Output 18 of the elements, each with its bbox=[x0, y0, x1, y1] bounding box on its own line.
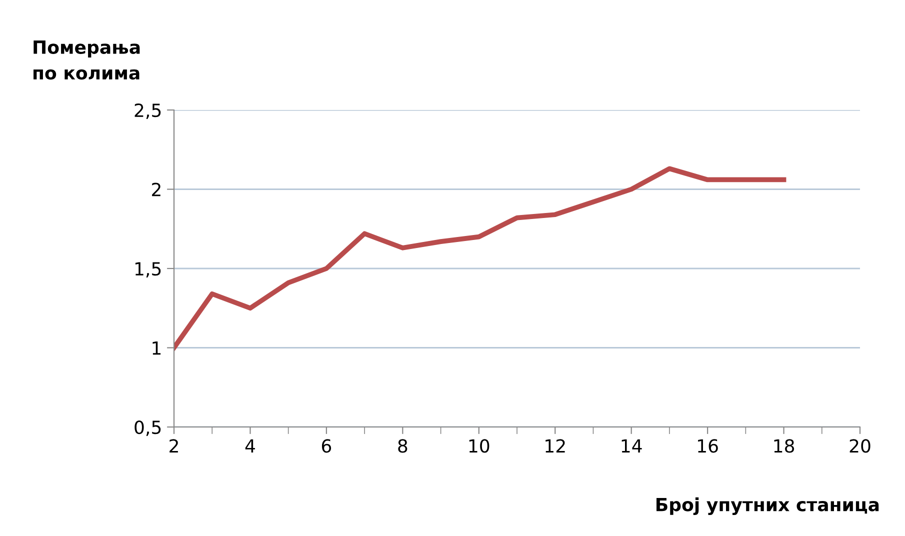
x-tick-label: 10 bbox=[469, 439, 490, 453]
x-tick-label: 4 bbox=[245, 439, 255, 453]
x-tick-label: 16 bbox=[698, 439, 718, 453]
x-tick-label: 20 bbox=[850, 439, 870, 453]
y-tick-label: 1 bbox=[152, 341, 161, 355]
y-tick-label: 2,5 bbox=[134, 103, 161, 119]
x-tick-label: 2 bbox=[170, 439, 178, 453]
y-axis-title: Померања по колима bbox=[34, 40, 140, 80]
x-tick-label: 6 bbox=[322, 439, 332, 453]
x-tick-label: 18 bbox=[774, 439, 794, 453]
x-tick-label: 8 bbox=[398, 439, 408, 453]
y-tick-label: 2 bbox=[152, 182, 160, 196]
line-series bbox=[174, 166, 786, 350]
x-tick-label: 12 bbox=[546, 439, 565, 453]
x-axis-title: Број упутних станица bbox=[656, 497, 879, 515]
y-tick-label: 0,5 bbox=[134, 420, 161, 436]
x-tick-label: 14 bbox=[622, 439, 642, 453]
y-tick-label: 1,5 bbox=[135, 262, 161, 278]
